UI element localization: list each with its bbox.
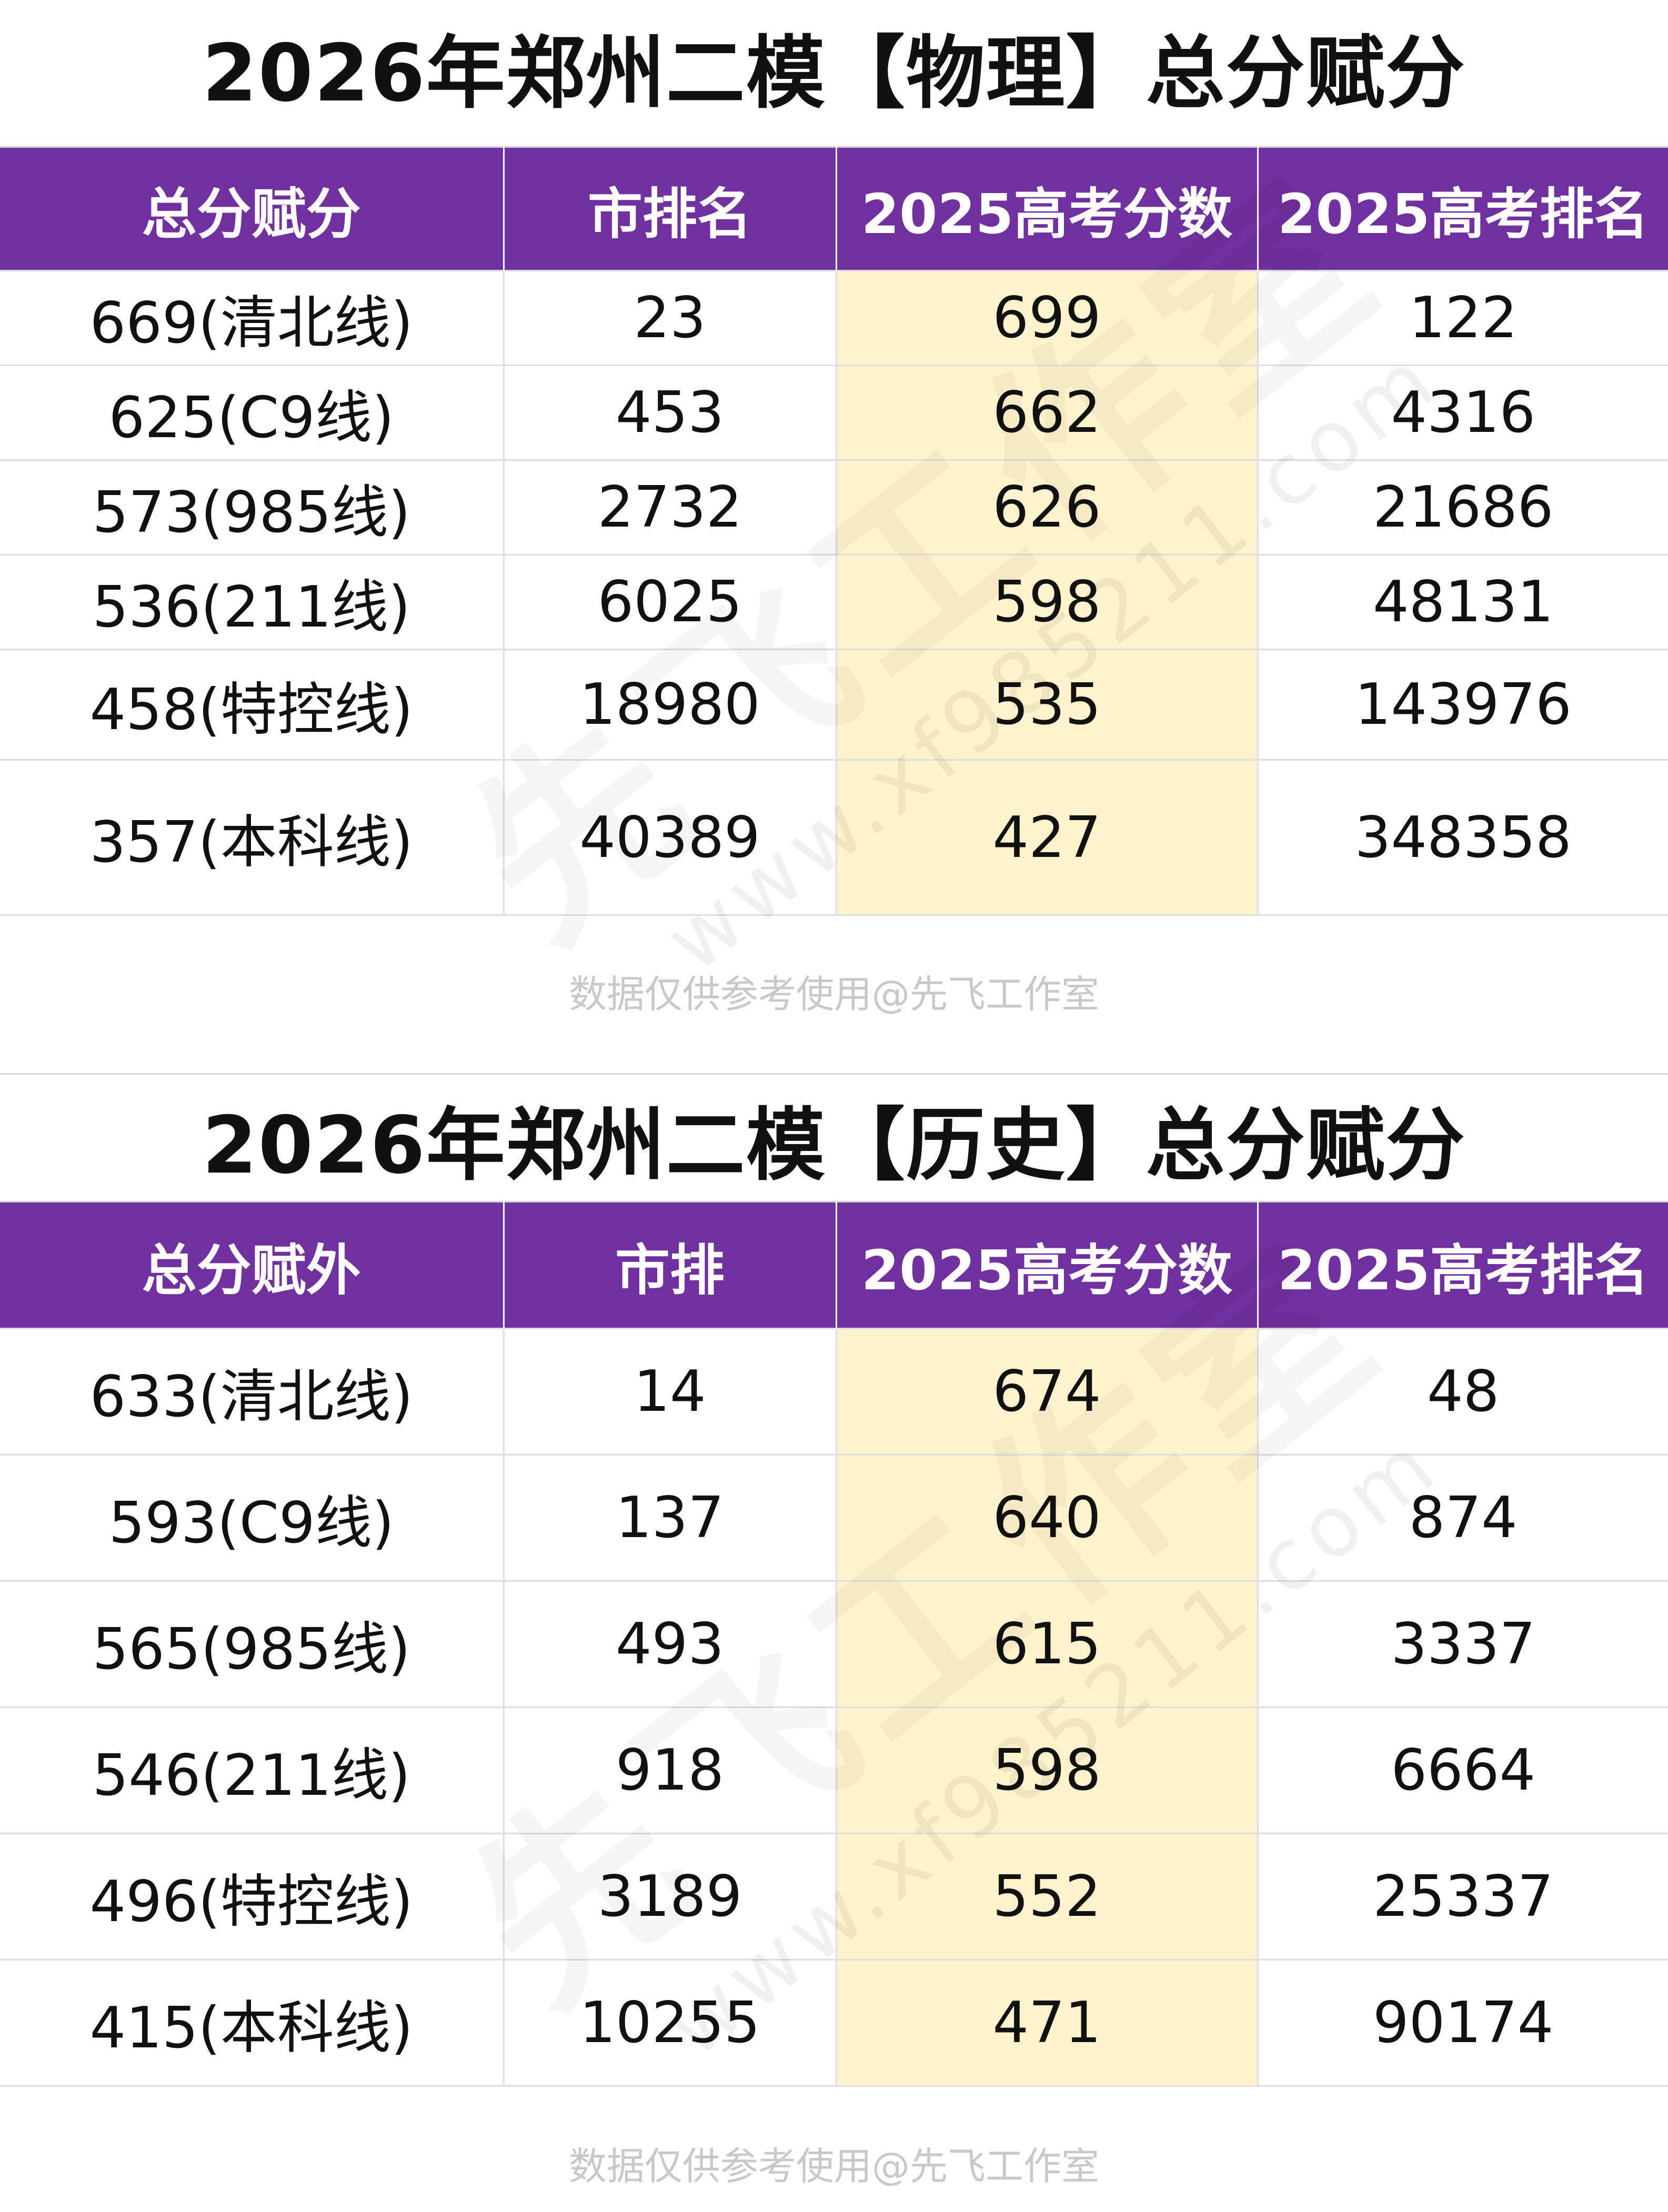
cell-2025-rank: 3337 bbox=[1257, 1580, 1668, 1708]
physics-title: 2026年郑州二模【物理】总分赋分 bbox=[202, 28, 1466, 119]
cell-city-rank: 2732 bbox=[503, 459, 836, 555]
cell-2025-rank: 6664 bbox=[1257, 1706, 1668, 1834]
header-2025-rank: 2025高考排名 bbox=[1257, 147, 1668, 271]
cell-2025-rank: 122 bbox=[1257, 270, 1668, 366]
cell-line: 415(本科线) bbox=[0, 1959, 504, 2087]
table-row: 593(C9线) 137 640 874 bbox=[0, 1454, 1668, 1581]
cell-city-rank: 14 bbox=[503, 1328, 836, 1455]
physics-footnote: 数据仅供参考使用@先飞工作室 bbox=[568, 972, 1099, 1016]
cell-city-rank: 493 bbox=[503, 1580, 836, 1708]
physics-table: 总分赋分 市排名 2025高考分数 2025高考排名 669(清北线) 23 6… bbox=[0, 146, 1668, 916]
history-section: 2026年郑州二模【历史】总分赋分 总分赋外 市排 2025高考分数 2025高… bbox=[0, 1073, 1668, 2212]
table-row: 536(211线) 6025 598 48131 bbox=[0, 554, 1668, 650]
cell-2025-score: 662 bbox=[835, 365, 1258, 460]
cell-city-rank: 3189 bbox=[503, 1833, 836, 1960]
cell-2025-rank: 348358 bbox=[1257, 759, 1668, 916]
table-row: 633(清北线) 14 674 48 bbox=[0, 1328, 1668, 1455]
cell-2025-score: 640 bbox=[835, 1454, 1258, 1581]
cell-city-rank: 18980 bbox=[503, 649, 836, 760]
header-2025-score: 2025高考分数 bbox=[835, 147, 1258, 271]
cell-2025-rank: 25337 bbox=[1257, 1833, 1668, 1960]
cell-2025-rank: 48131 bbox=[1257, 554, 1668, 650]
cell-city-rank: 10255 bbox=[503, 1959, 836, 2087]
history-footnote: 数据仅供参考使用@先飞工作室 bbox=[568, 2144, 1099, 2188]
cell-city-rank: 6025 bbox=[503, 554, 836, 650]
cell-2025-score: 427 bbox=[835, 759, 1258, 916]
cell-line: 565(985线) bbox=[0, 1580, 504, 1708]
cell-city-rank: 23 bbox=[503, 270, 836, 366]
table-row: 415(本科线) 10255 471 90174 bbox=[0, 1959, 1668, 2087]
cell-2025-score: 471 bbox=[835, 1959, 1258, 2087]
cell-2025-score: 598 bbox=[835, 554, 1258, 650]
header-city-rank: 市排名 bbox=[503, 147, 836, 271]
table-row: 496(特控线) 3189 552 25337 bbox=[0, 1833, 1668, 1960]
header-total-score: 总分赋分 bbox=[0, 147, 504, 271]
cell-2025-score: 598 bbox=[835, 1706, 1258, 1834]
table-row: 565(985线) 493 615 3337 bbox=[0, 1580, 1668, 1708]
cell-2025-rank: 4316 bbox=[1257, 365, 1668, 460]
table-row: 573(985线) 2732 626 21686 bbox=[0, 459, 1668, 555]
cell-line: 573(985线) bbox=[0, 459, 504, 555]
cell-2025-score: 552 bbox=[835, 1833, 1258, 1960]
header-2025-score: 2025高考分数 bbox=[835, 1201, 1258, 1329]
header-2025-rank: 2025高考排名 bbox=[1257, 1201, 1668, 1329]
history-table: 总分赋外 市排 2025高考分数 2025高考排名 633(清北线) 14 67… bbox=[0, 1201, 1668, 2087]
cell-2025-rank: 48 bbox=[1257, 1328, 1668, 1455]
table-row: 669(清北线) 23 699 122 bbox=[0, 270, 1668, 366]
cell-2025-score: 626 bbox=[835, 459, 1258, 555]
cell-2025-score: 674 bbox=[835, 1328, 1258, 1455]
table-row: 458(特控线) 18980 535 143976 bbox=[0, 649, 1668, 760]
table-row: 546(211线) 918 598 6664 bbox=[0, 1706, 1668, 1834]
cell-city-rank: 137 bbox=[503, 1454, 836, 1581]
cell-2025-score: 615 bbox=[835, 1580, 1258, 1708]
cell-line: 496(特控线) bbox=[0, 1833, 504, 1960]
cell-line: 536(211线) bbox=[0, 554, 504, 650]
cell-line: 633(清北线) bbox=[0, 1328, 504, 1455]
cell-2025-rank: 90174 bbox=[1257, 1959, 1668, 2087]
table-header-row: 总分赋外 市排 2025高考分数 2025高考排名 bbox=[0, 1201, 1668, 1329]
cell-line: 669(清北线) bbox=[0, 270, 504, 366]
header-total-score: 总分赋外 bbox=[0, 1201, 504, 1329]
cell-line: 546(211线) bbox=[0, 1706, 504, 1834]
cell-city-rank: 918 bbox=[503, 1706, 836, 1834]
cell-line: 357(本科线) bbox=[0, 759, 504, 916]
history-title: 2026年郑州二模【历史】总分赋分 bbox=[202, 1100, 1466, 1191]
cell-city-rank: 40389 bbox=[503, 759, 836, 916]
cell-2025-score: 535 bbox=[835, 649, 1258, 760]
cell-line: 625(C9线) bbox=[0, 365, 504, 460]
physics-section: 2026年郑州二模【物理】总分赋分 总分赋分 市排名 2025高考分数 2025… bbox=[0, 0, 1668, 1073]
header-city-rank: 市排 bbox=[503, 1201, 836, 1329]
table-row: 357(本科线) 40389 427 348358 bbox=[0, 759, 1668, 916]
table-row: 625(C9线) 453 662 4316 bbox=[0, 365, 1668, 460]
cell-2025-rank: 874 bbox=[1257, 1454, 1668, 1581]
table-header-row: 总分赋分 市排名 2025高考分数 2025高考排名 bbox=[0, 147, 1668, 271]
cell-line: 458(特控线) bbox=[0, 649, 504, 760]
cell-city-rank: 453 bbox=[503, 365, 836, 460]
cell-2025-rank: 143976 bbox=[1257, 649, 1668, 760]
cell-2025-rank: 21686 bbox=[1257, 459, 1668, 555]
cell-line: 593(C9线) bbox=[0, 1454, 504, 1581]
cell-2025-score: 699 bbox=[835, 270, 1258, 366]
